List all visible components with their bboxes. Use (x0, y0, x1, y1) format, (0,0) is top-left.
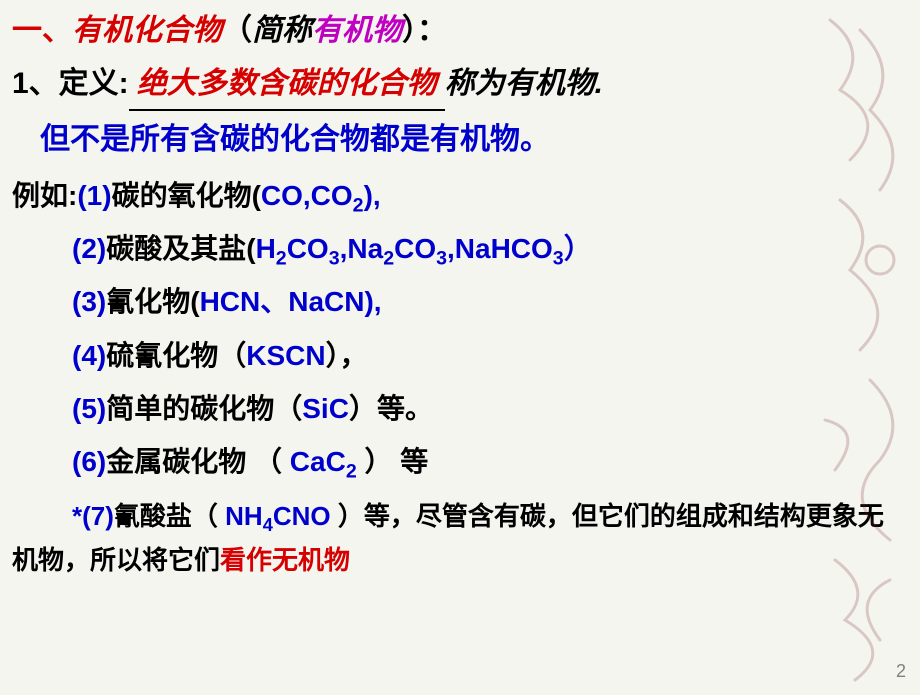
ex-close: ）等 (331, 501, 390, 531)
ex-label: 氰酸盐（ (114, 501, 225, 531)
title-line: 一、有机化合物（简称有机物）： (12, 8, 908, 55)
note-line: 但不是所有含碳的化合物都是有机物。 (40, 117, 908, 164)
example-7-and-tail: *(7)氰酸盐（ NH4CNO ）等，尽管含有碳，但它们的组成和结构更象无机物，… (12, 494, 908, 582)
ex-close: ), (364, 180, 381, 211)
ex-close: ), (364, 286, 381, 317)
ex-close: ）等。 (349, 393, 433, 424)
tail-p2: 看作无机物 (220, 545, 350, 575)
title-sub2: 有机物 (312, 14, 402, 47)
ex-num: (5) (72, 393, 106, 424)
definition-line: 1、定义:绝大多数含碳的化合物称为有机物. (12, 61, 908, 112)
title-marker: 一、 (12, 14, 72, 47)
title-main: 有机化合物 (72, 14, 222, 47)
def-marker: 1、定义: (12, 67, 129, 100)
example-4: (4)硫氰化物（KSCN）， (72, 334, 908, 377)
ex-label: 氰化物( (106, 286, 199, 317)
example-6: (6)金属碳化物 （ CaC2 ） 等 (72, 440, 908, 483)
def-tail: 称为有机物. (445, 67, 603, 100)
example-5: (5)简单的碳化物（SiC）等。 (72, 387, 908, 430)
ex-num: (1) (77, 180, 111, 211)
ex-formula: CO,CO2 (261, 180, 364, 211)
example-1: 例如:(1)碳的氧化物(CO,CO2), (12, 174, 908, 217)
examples-head: 例如: (12, 180, 77, 211)
page-number: 2 (896, 661, 906, 682)
ex-formula: KSCN (246, 340, 325, 371)
ex-label: 简单的碳化物（ (106, 393, 302, 424)
title-sub1: 简称 (252, 14, 312, 47)
ex-close: ） (564, 233, 592, 264)
ex-label: 金属碳化物 （ (106, 446, 290, 477)
def-fill: 绝大多数含碳的化合物 (137, 67, 437, 100)
ex-label: 碳酸及其盐( (106, 233, 255, 264)
ex-num: *(7) (72, 501, 114, 531)
ex-formula: NH4CNO (225, 501, 330, 531)
ex-formula: H2CO3,Na2CO3,NaHCO3 (256, 233, 564, 264)
ex-num: (6) (72, 446, 106, 477)
ex-formula: SiC (302, 393, 349, 424)
ex-close: ） 等 (357, 446, 429, 477)
example-3: (3)氰化物(HCN、NaCN), (72, 280, 908, 323)
ex-close: ）， (326, 340, 368, 371)
ex-formula: CaC2 (290, 446, 357, 477)
def-fill-underline: 绝大多数含碳的化合物 (129, 61, 445, 112)
ex-num: (2) (72, 233, 106, 264)
paren-open: （ (222, 14, 252, 47)
ex-num: (4) (72, 340, 106, 371)
ex-label: 硫氰化物（ (106, 340, 246, 371)
ex-label: 碳的氧化物( (112, 180, 261, 211)
ex-formula: HCN、NaCN (200, 286, 365, 317)
note-text: 但不是所有含碳的化合物都是有机物。 (40, 123, 550, 156)
ex-num: (3) (72, 286, 106, 317)
example-2: (2)碳酸及其盐(H2CO3,Na2CO3,NaHCO3） (72, 227, 908, 270)
paren-close: ）： (402, 14, 447, 47)
